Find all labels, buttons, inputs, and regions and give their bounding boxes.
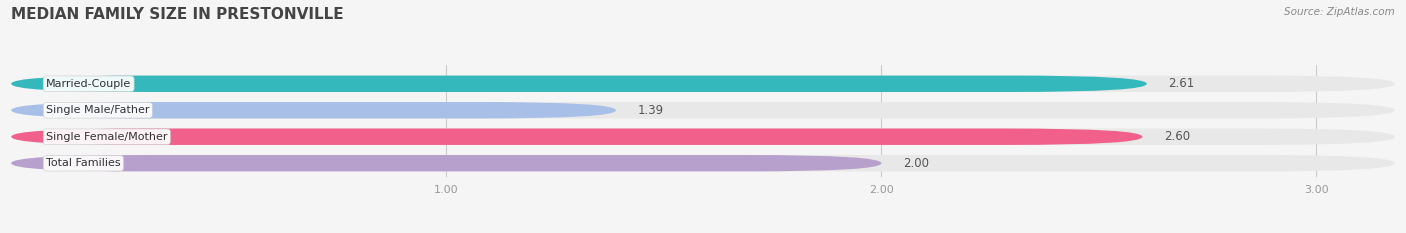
FancyBboxPatch shape (11, 102, 1395, 118)
Text: Single Female/Mother: Single Female/Mother (46, 132, 167, 142)
FancyBboxPatch shape (11, 129, 1143, 145)
FancyBboxPatch shape (11, 155, 1395, 171)
FancyBboxPatch shape (11, 75, 1147, 92)
Text: Married-Couple: Married-Couple (46, 79, 131, 89)
FancyBboxPatch shape (11, 75, 1395, 92)
Text: 2.61: 2.61 (1168, 77, 1195, 90)
FancyBboxPatch shape (11, 102, 616, 118)
Text: Total Families: Total Families (46, 158, 121, 168)
Text: Single Male/Father: Single Male/Father (46, 105, 149, 115)
Text: 2.00: 2.00 (903, 157, 929, 170)
Text: Source: ZipAtlas.com: Source: ZipAtlas.com (1284, 7, 1395, 17)
Text: MEDIAN FAMILY SIZE IN PRESTONVILLE: MEDIAN FAMILY SIZE IN PRESTONVILLE (11, 7, 344, 22)
Text: 1.39: 1.39 (638, 104, 664, 117)
FancyBboxPatch shape (11, 155, 882, 171)
FancyBboxPatch shape (11, 129, 1395, 145)
Text: 2.60: 2.60 (1164, 130, 1191, 143)
